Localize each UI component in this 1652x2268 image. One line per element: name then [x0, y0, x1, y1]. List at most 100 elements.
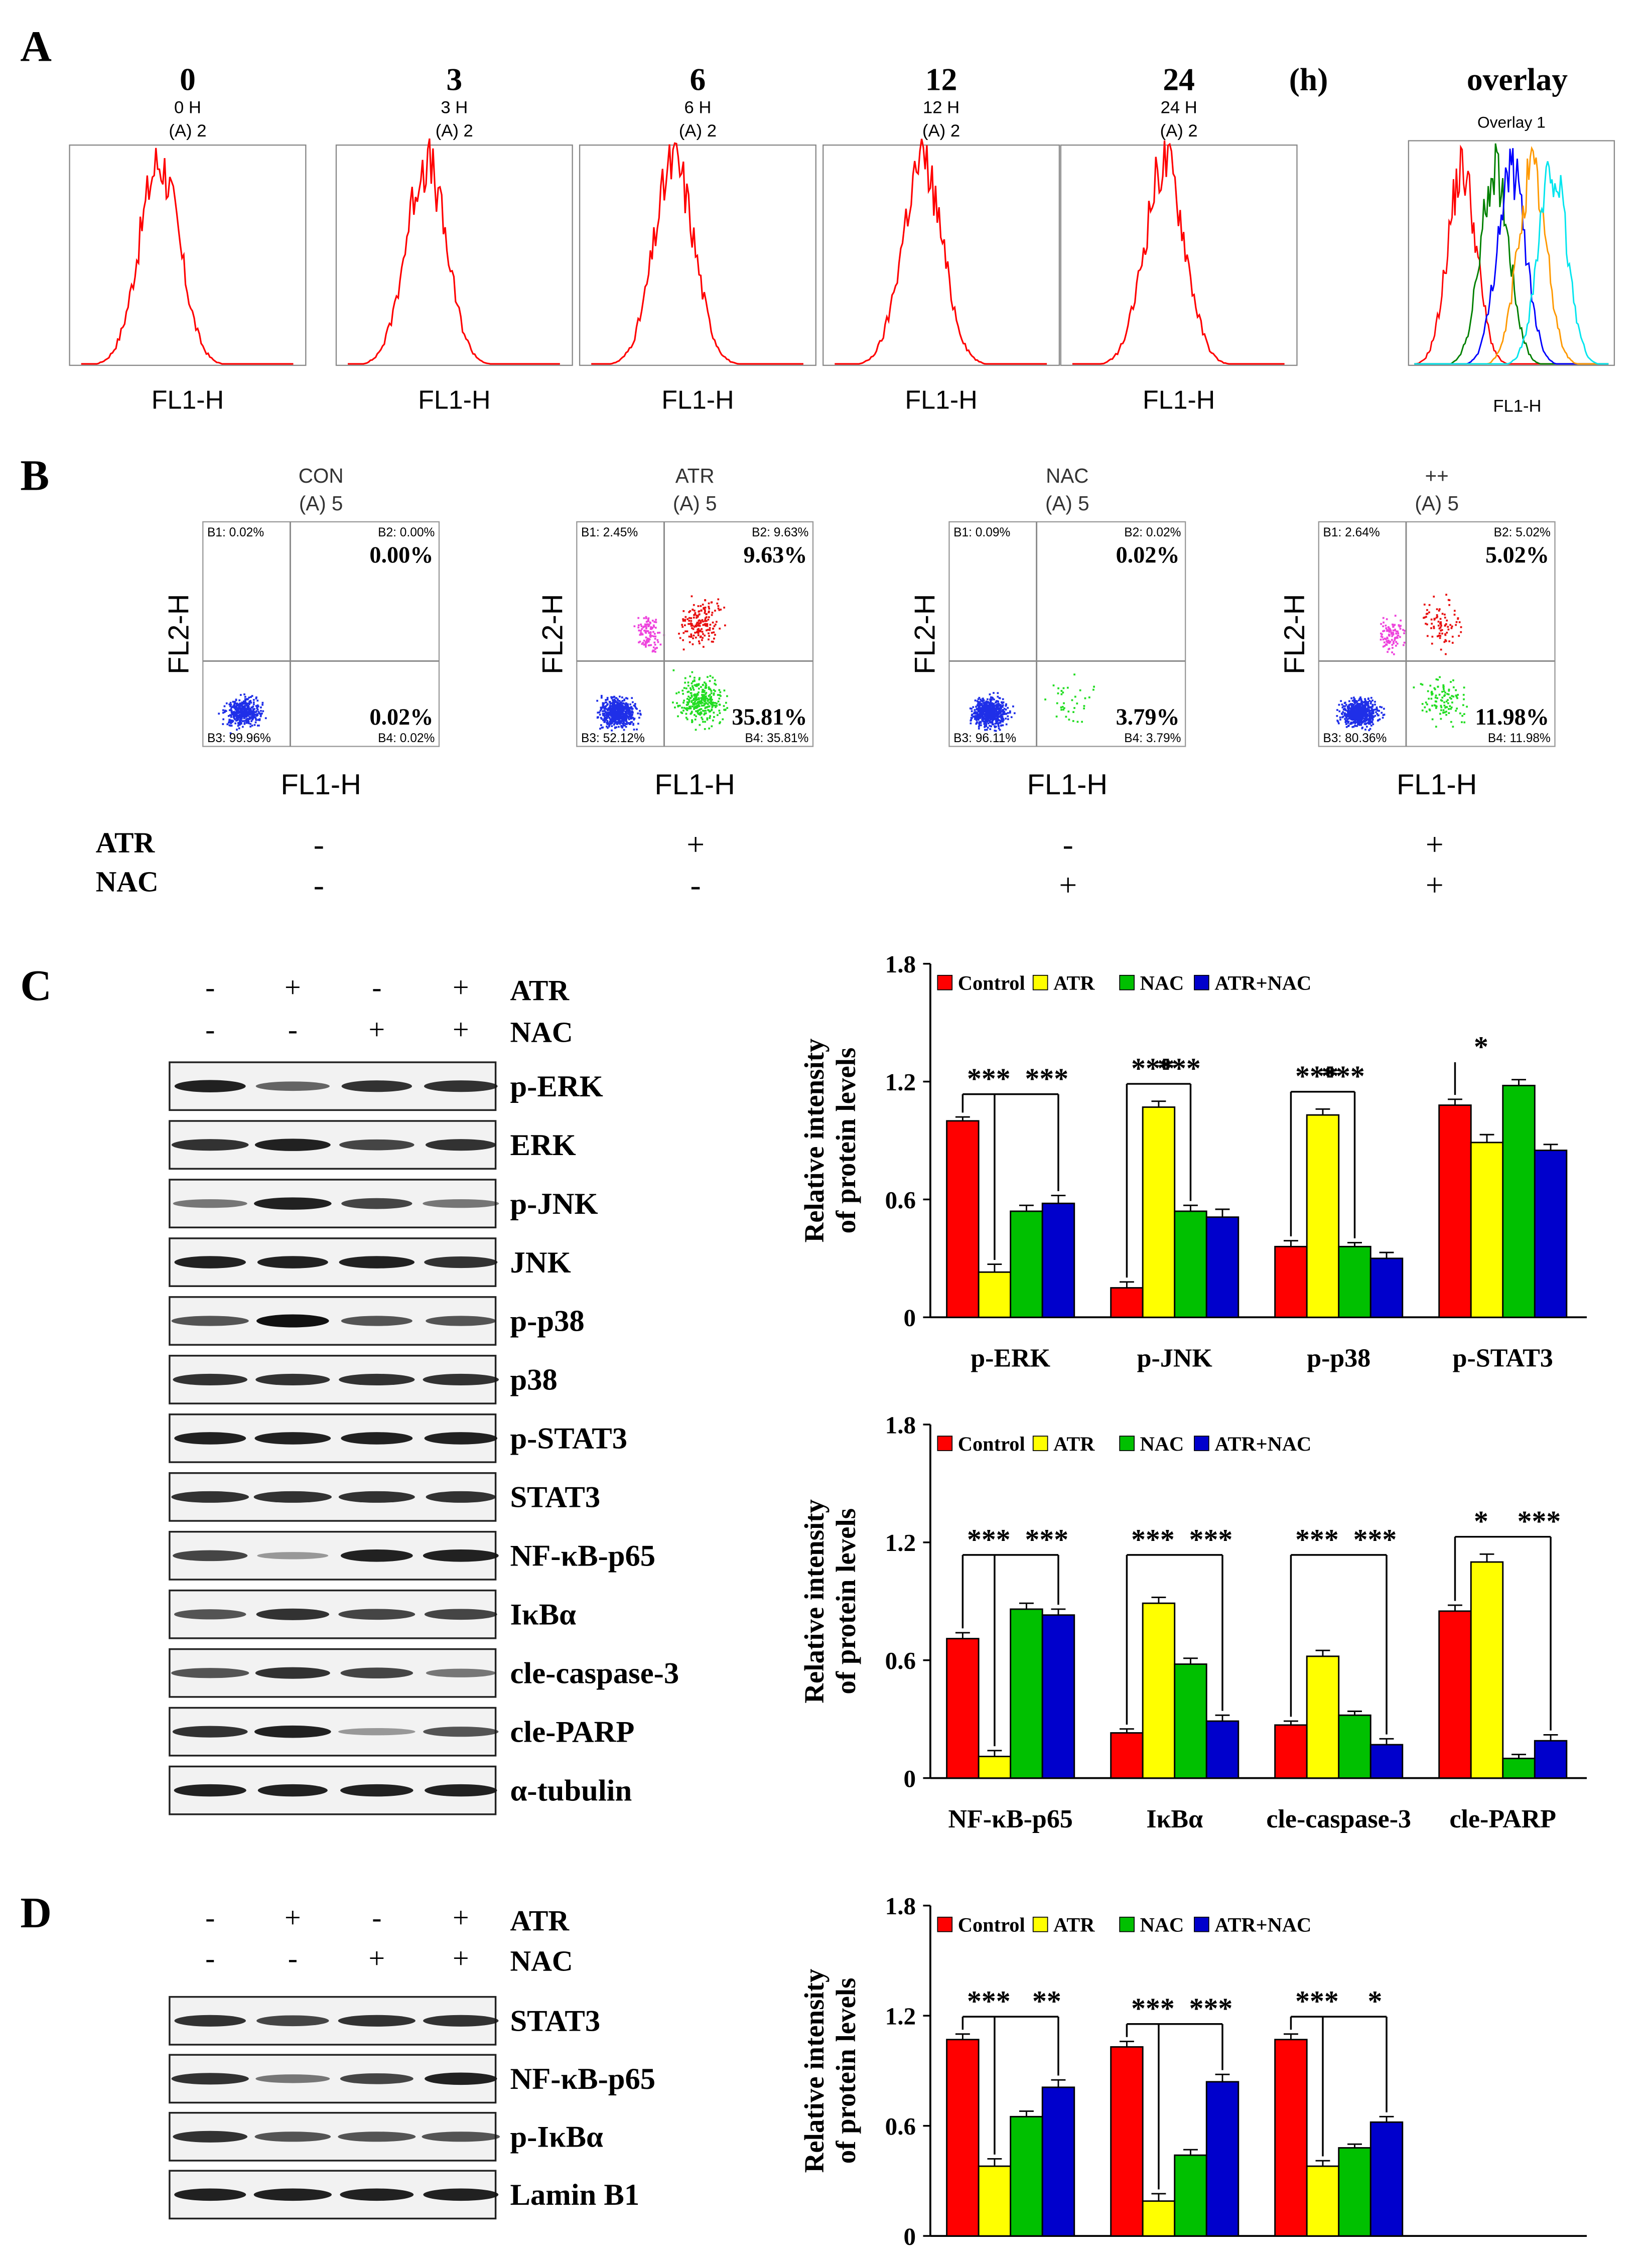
quadrant-b4-label: B4: 11.98% [1488, 732, 1551, 745]
bar [1338, 1714, 1371, 1779]
bar [1338, 2147, 1371, 2237]
blot-strip [169, 2111, 497, 2162]
legend-label: ATR [1053, 972, 1095, 995]
blot-band [424, 1080, 498, 1092]
blot-band [423, 1373, 499, 1386]
histogram-xlabel: FL1-H [418, 386, 490, 415]
scatter-dots-b3 [969, 692, 1016, 732]
lower-right-percent: 0.02% [369, 704, 433, 730]
histogram-frame [1060, 144, 1298, 366]
quadrant-b3-label: B3: 80.36% [1323, 732, 1387, 745]
blot-band [340, 1667, 414, 1679]
legend-swatch [1032, 974, 1048, 990]
scatter-dots-b1 [1380, 615, 1406, 655]
bar [978, 1756, 1012, 1779]
bar [1470, 1561, 1504, 1779]
bar [1041, 1614, 1075, 1779]
bar [1174, 1663, 1207, 1779]
significance-marker: *** [1295, 1986, 1339, 2018]
atr-sign: - [372, 972, 381, 1004]
quadrant-b2-label: B2: 5.02% [1494, 526, 1551, 539]
category-label: cle-PARP [1449, 1805, 1556, 1833]
band-label: STAT3 [510, 2004, 600, 2038]
scatter-xlabel: FL1-H [281, 769, 361, 801]
y-tick-label: 1.2 [885, 1068, 916, 1096]
bar-chart-mapk-stat3: 0 0.6 1.2 1.8 Relative intensity of protein l… [799, 950, 1587, 1372]
blot-band [257, 1552, 329, 1560]
legend-swatch [1119, 1916, 1135, 1932]
scatter-dots-b2 [1423, 594, 1462, 655]
blot-band [338, 1491, 415, 1503]
nac-sign: + [369, 1014, 385, 1046]
y-tick-label: 0 [903, 1304, 916, 1332]
blot-band [173, 1199, 247, 1208]
histogram-curve [348, 138, 560, 365]
y-tick-label: 1.8 [885, 950, 916, 978]
histogram-xlabel: FL1-H [905, 386, 977, 415]
blot-band [253, 1491, 332, 1503]
scatter-frame [948, 521, 1186, 747]
bar [1205, 2081, 1240, 2237]
panel-label-a: A [20, 23, 52, 71]
band-label: NF-κB-p65 [510, 1539, 655, 1573]
scatter-frame [1318, 521, 1556, 747]
bar [1306, 2165, 1340, 2237]
band-label: Lamin B1 [510, 2178, 639, 2212]
band-label: p38 [510, 1363, 557, 1397]
nac-label: NAC [510, 1017, 573, 1049]
scatter-title: NAC [1046, 464, 1088, 487]
upper-right-percent: 0.00% [369, 542, 433, 568]
panel-label-c: C [20, 961, 52, 1010]
blot-band [339, 1373, 415, 1386]
timepoint-label: 12 [925, 61, 957, 97]
blot-band [423, 1549, 499, 1562]
band-label: α-tubulin [510, 1774, 632, 1807]
histogram-subtitle: (A) 2 [169, 121, 206, 140]
scatter-subtitle: (A) 5 [1415, 492, 1459, 515]
blot-band [423, 2015, 499, 2027]
category-label: p-IκBα [1299, 2262, 1379, 2268]
bar [1010, 1210, 1043, 1318]
scatter-xlabel: FL1-H [1397, 769, 1477, 801]
scatter-dots [218, 693, 267, 735]
scatter-dots-b4 [1044, 673, 1095, 723]
scatter-xlabel: FL1-H [654, 769, 735, 801]
blot-band [425, 1784, 497, 1797]
scatter-title: CON [299, 464, 344, 487]
bar [1438, 1104, 1472, 1318]
y-axis-label-line1: Relative intensity [799, 1039, 830, 1243]
blot-band [341, 1080, 412, 1092]
blot-band [422, 2132, 500, 2142]
significance-marker: *** [1189, 1993, 1233, 2025]
blot-band [173, 2131, 248, 2143]
quadrant-b4-label: B4: 0.02% [378, 732, 435, 745]
timepoint-label: 6 [690, 61, 706, 97]
atr-sign: - [205, 1902, 215, 1934]
nac-sign: - [205, 1014, 215, 1046]
bar [1534, 1740, 1568, 1779]
bar [1306, 1655, 1340, 1779]
category-label: p-ERK [971, 1344, 1050, 1372]
blot-band [341, 1432, 413, 1445]
scatter-title: ATR [675, 464, 715, 487]
histogram-frame [822, 144, 1060, 366]
overlay-curve [1414, 161, 1609, 365]
blot-band [338, 1728, 416, 1736]
histogram-subtitle: (A) 2 [679, 121, 717, 140]
blot-band [256, 1314, 329, 1328]
bar [1110, 1732, 1144, 1779]
blot-band [339, 1139, 415, 1151]
blot-band [256, 1608, 330, 1620]
legend-swatch [1194, 1916, 1209, 1932]
bar [1274, 1245, 1308, 1318]
scatter-ylabel: FL2-H [909, 594, 941, 674]
quadrant-b4-label: B4: 35.81% [745, 732, 809, 745]
bar [1041, 2086, 1075, 2237]
scatter-dots [1336, 594, 1468, 732]
y-tick-label: 1.2 [885, 2003, 916, 2030]
legend-swatch [937, 974, 953, 990]
blot-band [174, 1432, 246, 1445]
nac-sign: + [1426, 867, 1444, 903]
panel-b-scatter-plots: CON (A) 5 B1: 0.02% B2: 0.00% B3: 99.96% B4: … [96, 464, 1556, 903]
